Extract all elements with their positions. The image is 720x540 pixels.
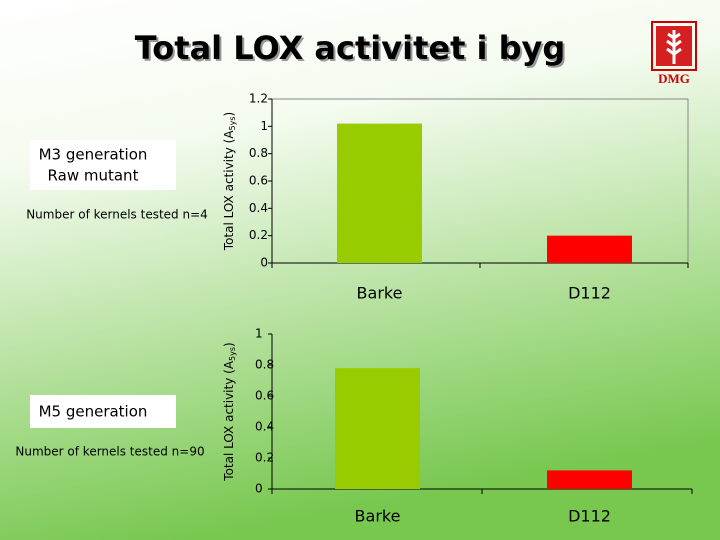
y-tick-label: 1 xyxy=(260,119,268,133)
y-tick-label: 0.2 xyxy=(249,228,268,242)
bar xyxy=(335,368,420,489)
y-axis-label-end: ) xyxy=(222,112,236,117)
x-tick-label: Barke xyxy=(357,284,403,303)
x-tick-label: D112 xyxy=(568,507,611,526)
y-axis-label: Total LOX activity (A5ys) xyxy=(222,342,237,481)
bar xyxy=(337,123,422,263)
title: Total LOX activitet i byg xyxy=(135,29,566,67)
logo-wheat xyxy=(666,30,682,64)
y-axis-label: Total LOX activity (A5ys) xyxy=(222,112,237,251)
y-axis-label-sub: 5ys xyxy=(228,347,237,361)
y-tick-label: 1.2 xyxy=(249,92,268,106)
y-tick-label: 0.4 xyxy=(249,201,268,215)
y-tick-label: 1 xyxy=(255,327,263,341)
y-tick-label: 0.6 xyxy=(249,174,268,188)
logo-text: DMG xyxy=(658,71,690,86)
bar xyxy=(547,470,632,489)
y-tick-label: 0 xyxy=(260,256,268,270)
m3-label: Raw mutant xyxy=(48,167,139,185)
y-tick-label: 0.8 xyxy=(255,358,274,372)
m5-box xyxy=(30,395,176,428)
m5-label: M5 generation xyxy=(39,403,148,421)
y-tick-label: 0 xyxy=(255,482,263,496)
y-tick-label: 0.4 xyxy=(255,420,274,434)
y-tick-label: 0.8 xyxy=(249,146,268,160)
y-axis-label-text: Total LOX activity (A xyxy=(222,130,236,252)
y-axis-label-text: Total LOX activity (A xyxy=(222,360,236,482)
y-axis-label-sub: 5ys xyxy=(228,116,237,130)
kernels-label: Number of kernels tested n=4 xyxy=(26,208,208,222)
x-tick-label: Barke xyxy=(355,507,401,526)
y-tick-label: 0.6 xyxy=(255,389,274,403)
kernels-label: Number of kernels tested n=90 xyxy=(15,445,204,459)
y-tick-label: 0.2 xyxy=(255,451,274,465)
logo: DMG xyxy=(651,21,697,86)
m3-box xyxy=(30,140,176,190)
logo-frame xyxy=(651,21,697,71)
x-tick-label: D112 xyxy=(568,284,611,303)
title-shadow: Total LOX activitet i byg xyxy=(137,31,568,69)
bar xyxy=(547,235,632,263)
m3-label: M3 generation xyxy=(39,146,148,164)
y-axis-label-end: ) xyxy=(222,342,236,347)
